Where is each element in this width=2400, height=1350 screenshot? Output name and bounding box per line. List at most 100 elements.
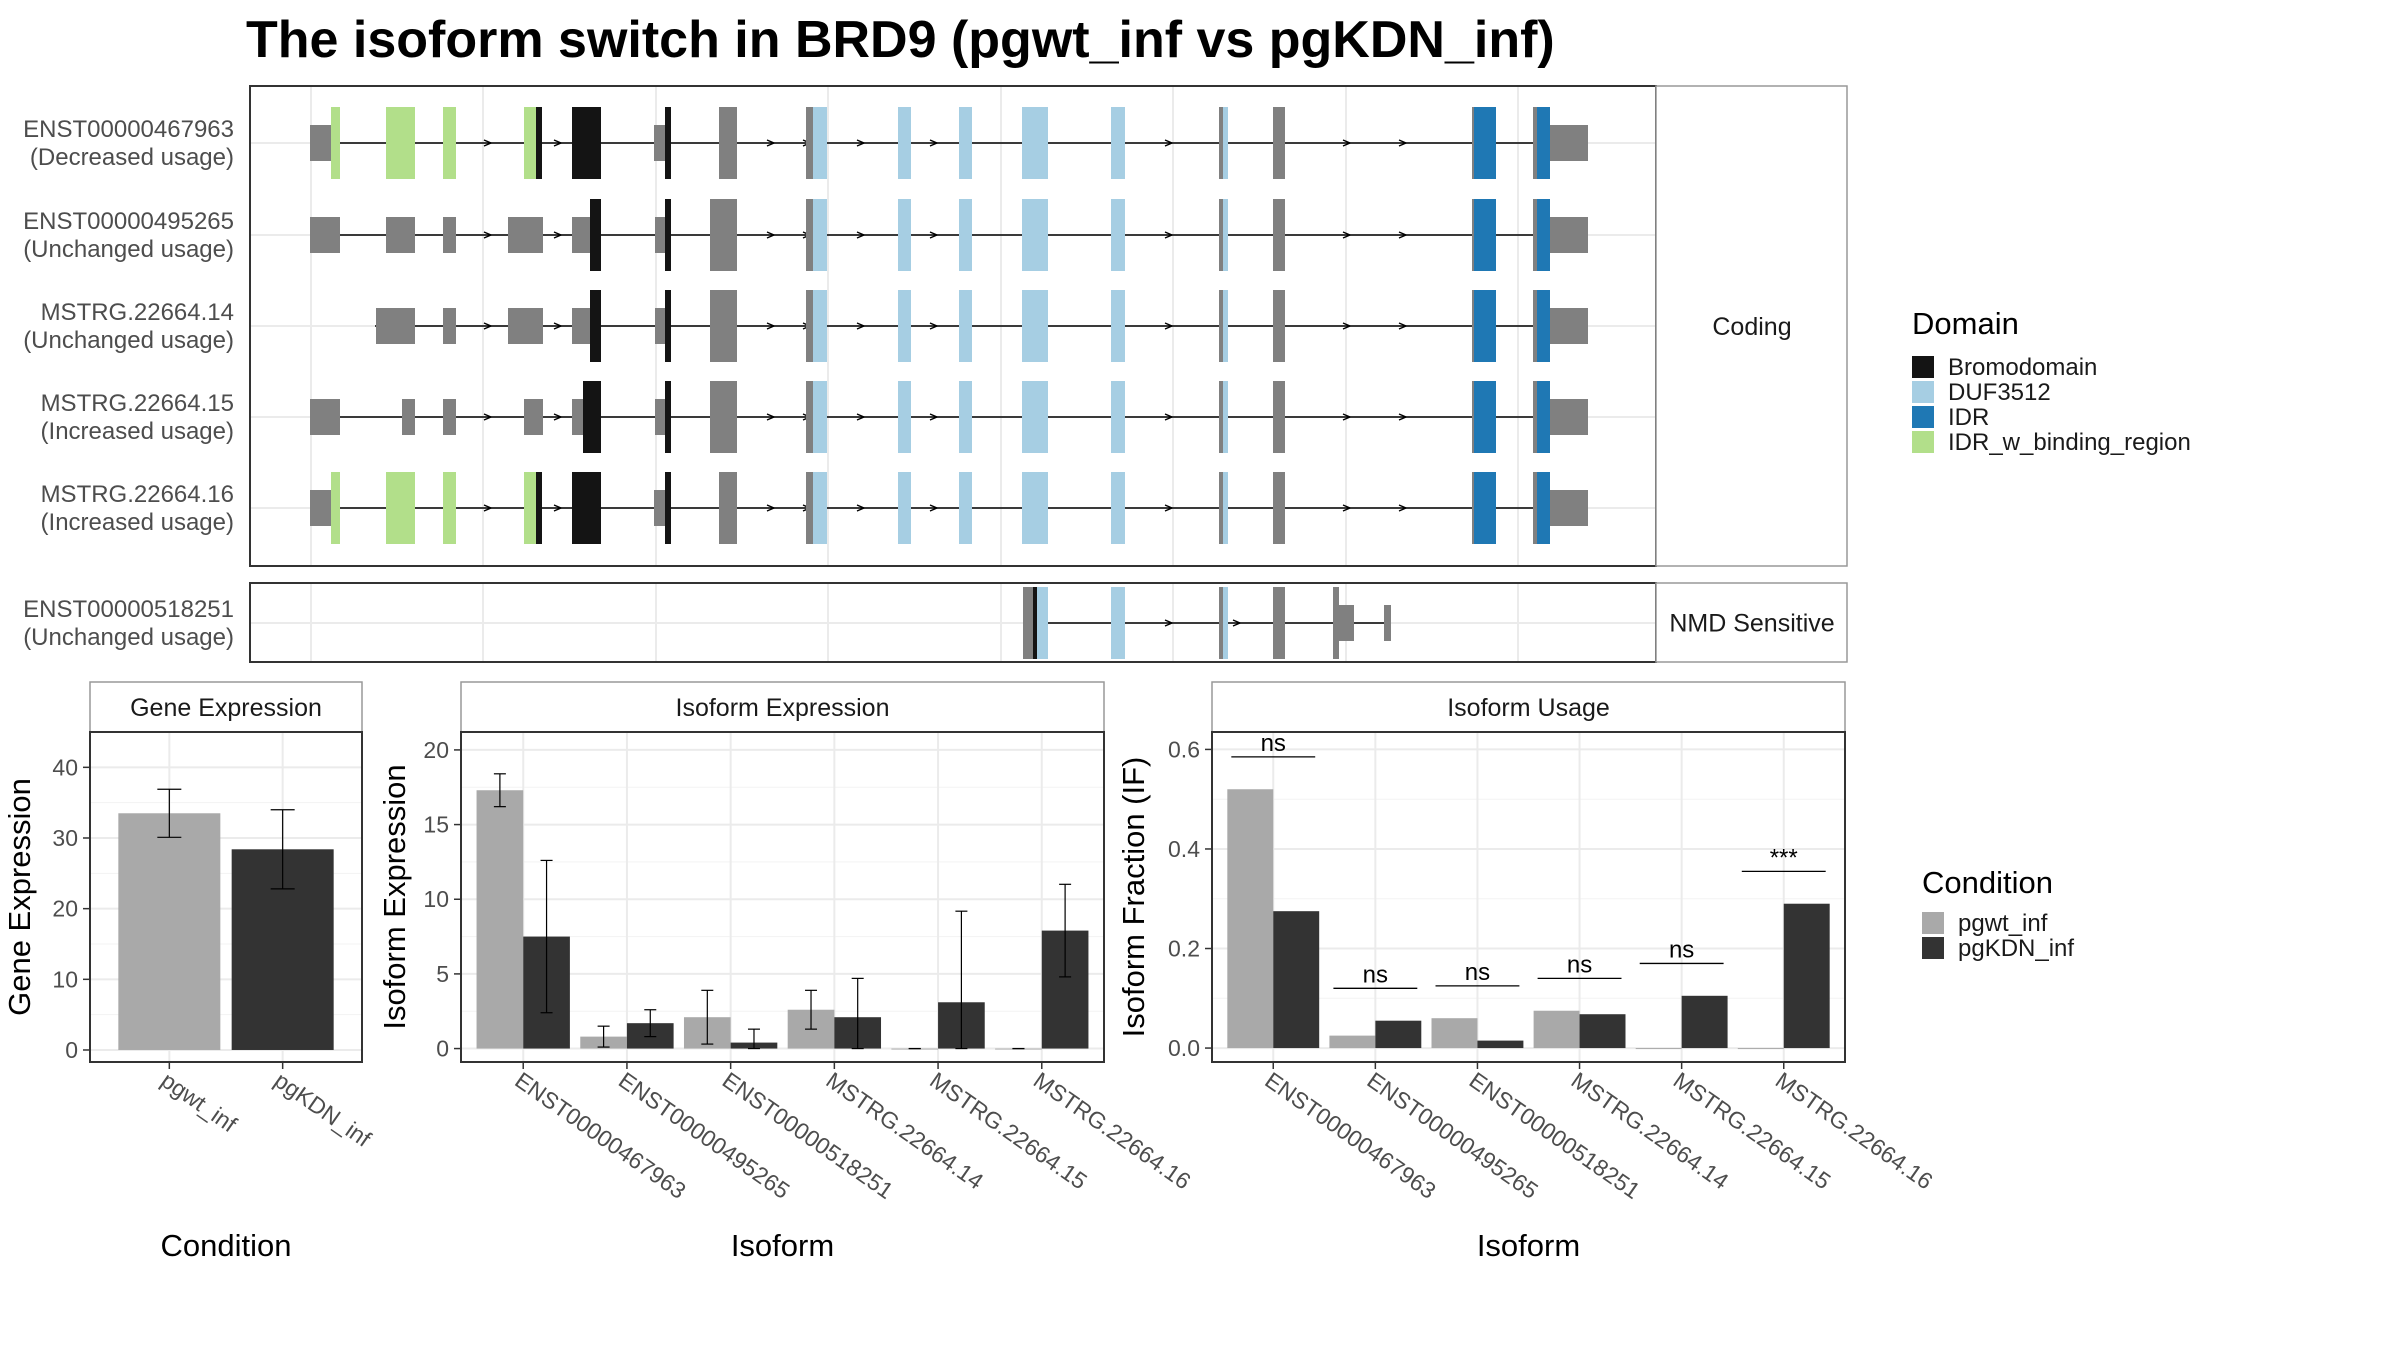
strand-arrow [766,322,776,330]
exon-block [536,107,542,179]
strand-arrow [483,139,493,147]
exon-block [665,107,671,179]
legend-label: IDR [1948,404,1989,431]
exon-block [1219,472,1223,544]
legend-label: pgKDN_inf [1958,935,2074,962]
legend-key [1922,937,1944,959]
strand-arrow [1398,139,1408,147]
exon-block [310,217,340,253]
exon-block [665,472,671,544]
exon-block [719,199,737,271]
exon-block [1533,107,1537,179]
exon-block [1033,587,1037,659]
strand-arrow [1342,413,1352,421]
exon-block [813,199,827,271]
exon-block [508,308,543,344]
bar [1329,1035,1376,1049]
exon-block [1219,107,1223,179]
bar [1477,1040,1524,1049]
panel-strip-label: Isoform Expression [676,694,890,722]
legend-label: DUF3512 [1948,379,2051,406]
exon-block [1111,107,1125,179]
legend-key [1912,356,1934,378]
exon-block [1533,472,1537,544]
exon-block [1333,587,1339,659]
exon-block [443,399,456,435]
exon-block [402,399,415,435]
y-tick-label: 40 [52,754,78,780]
legend-key [1922,912,1944,934]
strand-arrow [553,322,563,330]
exon-block [1474,199,1496,271]
legend-label: Bromodomain [1948,354,2097,381]
exon-block [898,472,911,544]
strand-arrow [766,231,776,239]
strand-arrow [553,231,563,239]
exon-block [813,107,827,179]
y-tick-label: 0.0 [1168,1035,1200,1061]
legend-label: pgwt_inf [1958,910,2048,937]
y-tick-label: 15 [423,812,449,838]
exon-block [959,290,972,362]
exon-block [1223,107,1228,179]
exon-block [1111,472,1125,544]
isoform-label: ENST00000518251 [23,596,234,623]
exon-block [1384,605,1391,641]
isoform-usage-label: (Unchanged usage) [23,624,234,651]
exon-block [386,217,415,253]
strand-arrow [929,413,939,421]
exon-block [1537,199,1550,271]
strand-arrow [856,231,866,239]
exon-block [1339,605,1354,641]
exon-block [310,490,328,526]
x-tick-label: ENST00000518251 [1465,1067,1645,1204]
bar [1375,1020,1422,1049]
exon-block [1223,587,1228,659]
exon-block [813,290,827,362]
exon-block [1472,107,1474,179]
exon-block [1223,472,1228,544]
strand-arrow [1164,231,1174,239]
bar [1273,911,1320,1049]
exon-block [524,399,543,435]
x-tick-label: ENST00000495265 [1362,1067,1542,1204]
strand-arrow [483,231,493,239]
facet-label: NMD Sensitive [1669,610,1834,638]
isoform-label: MSTRG.22664.16 [41,481,234,508]
exon-block [898,107,911,179]
strand-arrow [929,231,939,239]
isoform-usage-panel: Isoform Usage ns ns ns ns ns *** 0.0 0.2 0.4 0.6 EN… [1116,681,1938,1263]
exon-block [1550,308,1588,344]
exon-block [1023,587,1033,659]
isoform-usage-label: (Decreased usage) [30,144,234,171]
exon-block [1219,381,1223,453]
exon-block [813,472,827,544]
panel-strip [460,681,1105,733]
y-axis-title: Gene Expression [2,778,37,1016]
exon-block [959,472,972,544]
strand-arrow [856,139,866,147]
isoform-usage-label: (Unchanged usage) [23,327,234,354]
strand-arrow [766,139,776,147]
strand-arrow [1342,322,1352,330]
strand-arrow [1398,322,1408,330]
exon-block [1533,381,1537,453]
exon-block [1273,381,1285,453]
exon-block [665,381,671,453]
panel-strip-label: Isoform Usage [1447,694,1610,722]
isoform-structure-plot: Coding ENST00000467963(Decreased usage) EN… [23,85,1848,663]
isoform-label: ENST00000495265 [23,208,234,235]
exon-block [572,107,601,179]
exon-block [665,290,671,362]
domain-legend: Domain BromodomainDUF3512IDRIDR_w_binding… [1912,306,2191,456]
strand-arrow [1398,504,1408,512]
exon-block [1472,290,1474,362]
isoform-label: ENST00000467963 [23,116,234,143]
significance-label: ns [1669,936,1694,963]
x-tick-label: pgKDN_inf [270,1067,377,1152]
facet-strip [1655,582,1848,663]
exon-block [583,381,601,453]
y-tick-label: 0.6 [1168,736,1200,762]
strand-arrow [1342,231,1352,239]
